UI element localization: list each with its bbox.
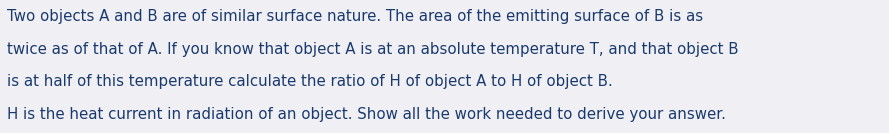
Text: twice as of that of A. If you know that object A is at an absolute temperature T: twice as of that of A. If you know that … bbox=[7, 42, 739, 57]
Text: Two objects A and B are of similar surface nature. The area of the emitting surf: Two objects A and B are of similar surfa… bbox=[7, 9, 703, 24]
Text: H is the heat current in radiation of an object. Show all the work needed to der: H is the heat current in radiation of an… bbox=[7, 107, 726, 122]
Text: is at half of this temperature calculate the ratio of H of object A to H of obje: is at half of this temperature calculate… bbox=[7, 74, 613, 90]
